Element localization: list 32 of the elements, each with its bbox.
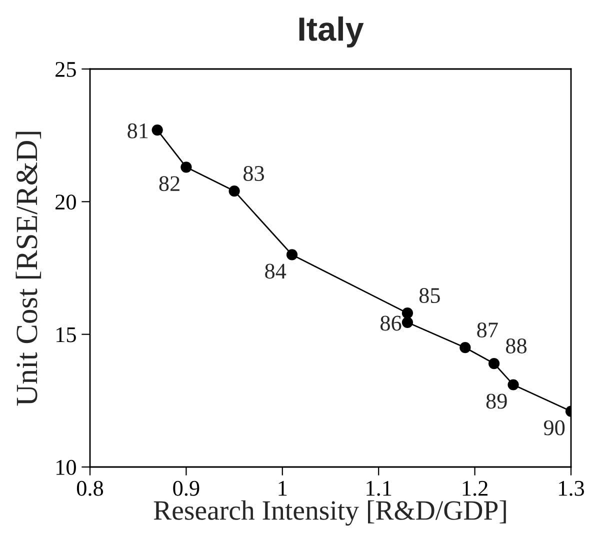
x-tick-label: 1.1 [366,480,392,496]
annotation: 84 [265,264,286,279]
point [402,316,414,328]
point [286,249,298,260]
annotation: 82 [159,176,180,192]
x-tick-label: 0.8 [76,480,104,496]
x-tick-label: 0.9 [173,480,200,496]
annotation: 86 [380,316,402,331]
point [180,162,192,173]
y-tick-label: 15 [56,327,76,342]
x-tick-label: 1 [278,480,287,496]
y-tick-label: 25 [56,62,76,77]
x-tick-label: 1.3 [559,480,584,496]
point [402,308,414,319]
annotation: 87 [477,322,498,338]
point [460,342,471,354]
y-tick-label: 10 [56,460,76,475]
annotation: 90 [544,420,565,436]
annotation: 83 [243,166,264,181]
x-tick-label: 1.2 [462,480,488,496]
y-tick-label: 20 [56,194,76,210]
x-axis-title: Research Intensity [R&D/GDP] [154,500,506,526]
annotation: 89 [486,394,507,409]
annotation: 88 [506,338,527,354]
point [488,358,500,370]
annotation: 81 [128,123,148,138]
chart-title: Italy [299,16,364,48]
point [228,185,240,197]
point [152,124,163,136]
point [508,379,519,390]
y-axis-title: Unit Cost [RSE/R&D] [16,132,42,406]
annotation: 85 [419,288,440,304]
